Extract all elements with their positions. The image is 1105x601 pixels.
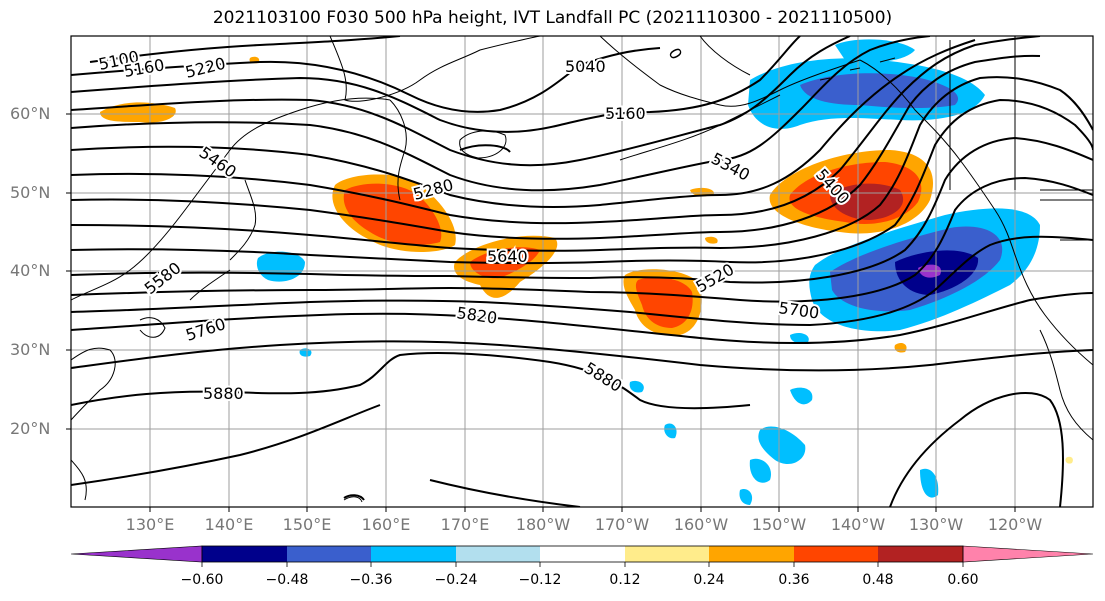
colorbar-tick-label: 0.36 [778, 572, 810, 588]
lon-label: 180°W [515, 515, 571, 534]
negative-anomaly-region [749, 458, 771, 483]
lon-label: 130°E [125, 515, 175, 534]
lon-label: 150°W [751, 515, 807, 534]
axis-ticks [66, 113, 1016, 512]
colorbar [70, 545, 1094, 567]
colorbar-tick-label: 0.24 [693, 572, 725, 588]
negative-anomaly-region [664, 423, 677, 439]
contour-label: 5640 [487, 247, 528, 266]
lon-label: 160°E [361, 515, 411, 534]
contour-label: 5880 [203, 384, 244, 403]
colorbar-swatch [371, 546, 456, 562]
colorbar-tick-label: 0.12 [609, 572, 641, 588]
lon-label: 140°W [830, 515, 886, 534]
lat-label: 40°N [10, 261, 51, 280]
colorbar-tick-label: −0.48 [265, 572, 309, 588]
colorbar-swatch [287, 546, 371, 562]
negative-anomaly-region [758, 426, 806, 465]
lon-label: 120°W [987, 515, 1043, 534]
colorbar-swatch [878, 546, 963, 562]
colorbar-tick-label: −0.60 [180, 572, 224, 588]
negative-anomaly-region [920, 468, 939, 498]
colorbar-tick-label: −0.24 [434, 572, 478, 588]
contour-label: 5040 [565, 57, 606, 76]
contour-label: 5160 [605, 104, 646, 123]
negative-anomaly-region [629, 380, 644, 393]
lat-label: 50°N [10, 183, 51, 202]
map-title: 2021103100 F030 500 hPa height, IVT Land… [212, 8, 893, 28]
positive-anomaly-region [690, 187, 715, 197]
lat-label: 60°N [10, 104, 51, 123]
lon-label: 170°E [440, 515, 490, 534]
colorbar-swatch [794, 546, 878, 562]
positive-anomaly-region [343, 183, 442, 245]
negative-anomaly-region [739, 489, 753, 505]
colorbar-swatch [456, 546, 540, 562]
lat-label: 30°N [10, 340, 51, 359]
positive-anomaly-region [705, 236, 718, 244]
lon-label: 170°W [594, 515, 650, 534]
colorbar-tick-label: −0.36 [349, 572, 393, 588]
colorbar-tick-label: −0.12 [518, 572, 562, 588]
colorbar-swatch [709, 546, 794, 562]
colorbar-swatch [540, 546, 625, 562]
colorbar-swatch [70, 545, 203, 563]
colorbar-tick-label: 0.60 [947, 572, 979, 588]
negative-anomaly-region [835, 39, 915, 63]
negative-anomaly-region [790, 387, 813, 405]
positive-anomaly-region [1065, 456, 1073, 464]
lon-label: 160°W [673, 515, 729, 534]
lon-label: 130°W [908, 515, 964, 534]
lon-label: 140°E [204, 515, 254, 534]
height-contours [71, 36, 1093, 507]
colorbar-tick-label: 0.48 [862, 572, 894, 588]
colorbar-swatch [962, 545, 1094, 563]
colorbar-swatch [625, 546, 709, 562]
lon-label: 150°E [282, 515, 332, 534]
positive-anomaly-region [635, 277, 693, 328]
lat-label: 20°N [10, 419, 51, 438]
negative-anomaly-region [790, 332, 809, 344]
colorbar-swatch [202, 546, 287, 562]
